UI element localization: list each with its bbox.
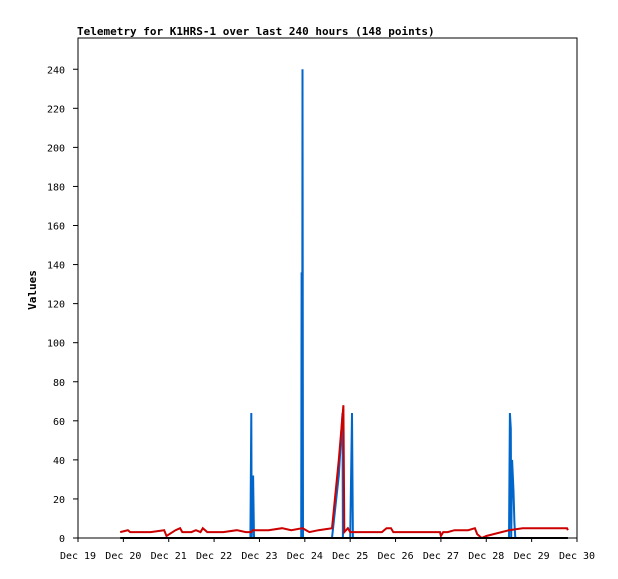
x-tick-label: Dec 29 — [514, 551, 550, 562]
y-tick-label: 180 — [47, 182, 65, 193]
series-layer — [119, 69, 569, 540]
x-tick-label: Dec 19 — [60, 551, 96, 562]
y-tick-label: 60 — [53, 417, 65, 428]
x-tick-label: Dec 23 — [241, 551, 277, 562]
y-tick-label: 160 — [47, 222, 65, 233]
y-tick-label: 20 — [53, 495, 65, 506]
y-tick-label: 100 — [47, 339, 65, 350]
x-tick-label: Dec 25 — [332, 551, 368, 562]
y-tick-label: 120 — [47, 300, 65, 311]
x-tick-label: Dec 26 — [377, 551, 413, 562]
x-tick-label: Dec 30 — [559, 551, 595, 562]
y-tick-label: 240 — [47, 65, 65, 76]
series-line-1 — [119, 405, 569, 540]
x-tick-label: Dec 28 — [468, 551, 504, 562]
y-tick-label: 220 — [47, 104, 65, 115]
x-tick-label: Dec 22 — [196, 551, 232, 562]
y-axis-label: Values — [26, 270, 39, 310]
y-axis: 0 20 40 60 80 100 120 140 160 180 200 220 240 — [47, 65, 78, 545]
chart-title: Telemetry for K1HRS-1 over last 240 hour… — [77, 25, 435, 38]
x-tick-label: Dec 21 — [151, 551, 187, 562]
y-tick-label: 140 — [47, 261, 65, 272]
x-tick-label: Dec 20 — [105, 551, 141, 562]
y-tick-label: 40 — [53, 456, 65, 467]
y-tick-label: 0 — [59, 534, 65, 545]
plot-area-frame — [77, 37, 578, 539]
y-tick-label: 200 — [47, 143, 65, 154]
x-tick-label: Dec 27 — [423, 551, 459, 562]
x-axis: Dec 19 Dec 20 Dec 21 Dec 22 Dec 23 Dec 24 Dec … — [60, 538, 595, 562]
x-tick-label: Dec 24 — [287, 551, 323, 562]
y-tick-label: 80 — [53, 378, 65, 389]
